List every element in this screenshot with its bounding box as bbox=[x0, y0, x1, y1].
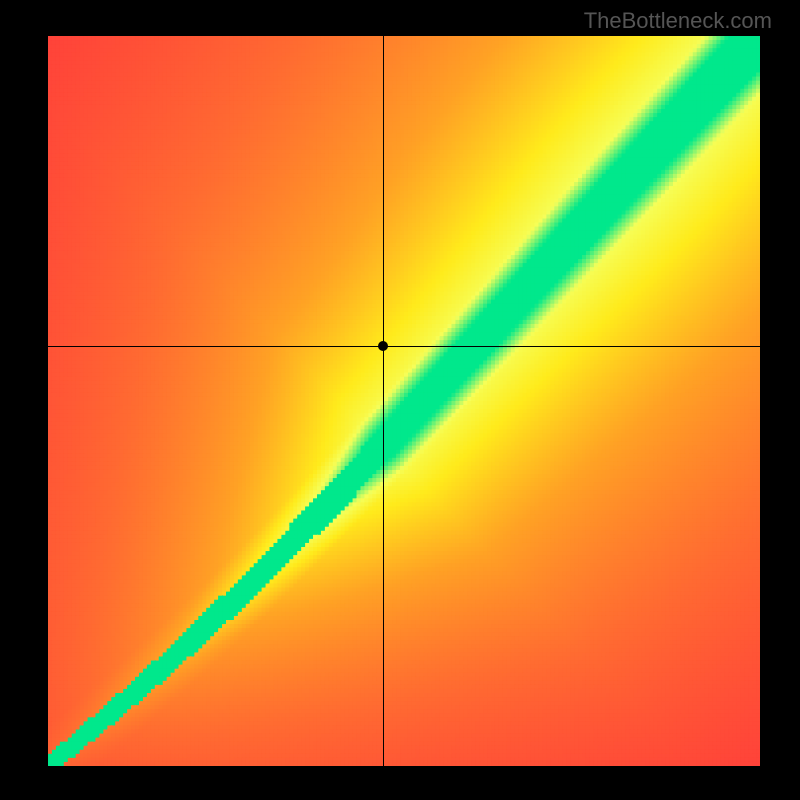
crosshair-horizontal bbox=[48, 346, 760, 347]
data-point-marker bbox=[378, 341, 388, 351]
crosshair-vertical bbox=[383, 36, 384, 766]
chart-container: TheBottleneck.com bbox=[0, 0, 800, 800]
watermark-text: TheBottleneck.com bbox=[584, 8, 772, 34]
heatmap-canvas bbox=[48, 36, 760, 766]
plot-area bbox=[48, 36, 760, 766]
